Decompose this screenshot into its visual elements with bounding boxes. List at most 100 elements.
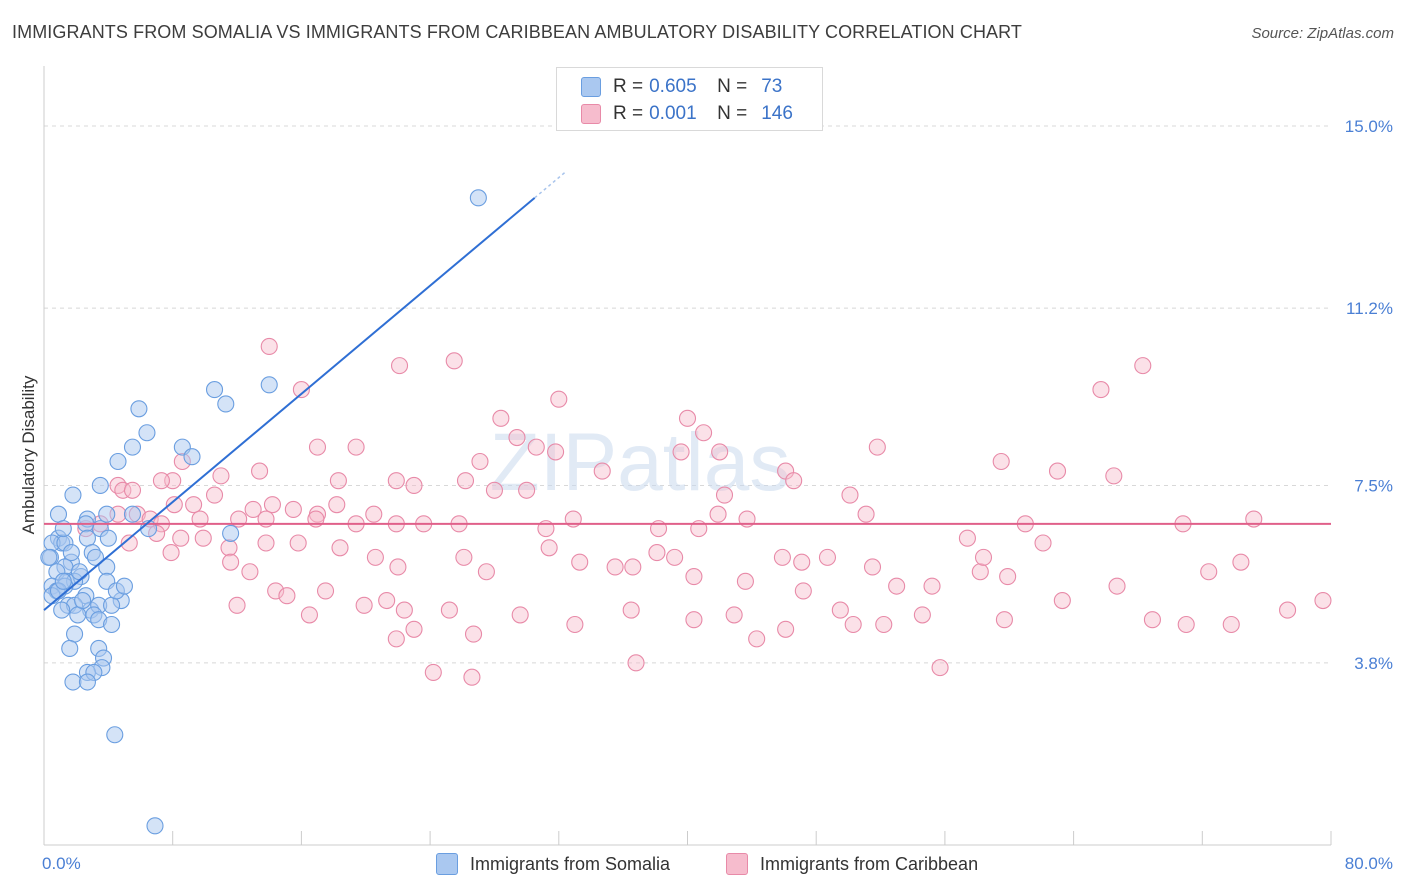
caribbean-point [748,630,766,648]
caribbean-point [831,601,849,619]
legend-r-value: 0.001 [649,103,697,124]
somalia-point [103,615,121,634]
somalia-point [183,448,201,466]
somalia-point [74,591,92,610]
caribbean-point [267,582,285,600]
caribbean-point [818,548,837,566]
somalia-point [98,505,116,523]
caribbean-point [289,534,307,552]
somalia-point [70,563,88,581]
caribbean-point [244,500,262,518]
caribbean-point [172,529,190,547]
caribbean-point [624,558,642,576]
caribbean-point [736,572,754,590]
caribbean-point [844,615,862,634]
caribbean-point [471,452,489,471]
caribbean-point [355,596,373,614]
caribbean-point [648,544,666,562]
somalia-legend-label: Immigrants from Somalia [470,853,671,874]
caribbean-point [278,587,296,605]
caribbean-point [841,486,859,504]
caribbean-point [773,548,791,566]
caribbean-point [1222,615,1240,634]
caribbean-point [511,606,529,624]
caribbean-point [347,438,365,456]
somalia-point [123,505,142,523]
somalia-point [222,524,240,542]
caribbean-point [316,582,335,600]
caribbean-point [331,539,349,557]
caribbean-point [725,606,743,624]
caribbean-point [440,601,458,619]
somalia-point [123,438,142,456]
caribbean-point [390,357,409,375]
caribbean-point [329,472,347,490]
caribbean-point [999,567,1017,586]
y-tick-label: 3.8% [1354,654,1393,673]
caribbean-point [463,668,481,686]
caribbean-point [257,534,275,552]
caribbean-point [995,611,1013,629]
caribbean-point [1177,615,1195,634]
caribbean-point [685,611,703,629]
caribbean-point [1108,577,1126,595]
x-tick-label: 0.0% [42,854,81,873]
somalia-point [205,381,224,399]
caribbean-point [1143,611,1161,629]
somalia-point [146,817,164,835]
caribbean-point [389,558,407,576]
caribbean-point [424,663,442,681]
somalia-point [40,548,58,566]
caribbean-point [1048,462,1067,480]
somalia-point [78,529,96,547]
caribbean-point [205,486,224,504]
caribbean-point [1314,591,1332,610]
caribbean-point [606,558,624,576]
caribbean-point [888,577,906,595]
legend-r-value: 0.605 [649,76,697,97]
somalia-point [64,673,82,691]
caribbean-point [405,620,423,638]
source-label: Source: ZipAtlas.com [1251,25,1394,42]
somalia-point [62,544,80,562]
somalia-point [260,376,278,394]
legend-n-value: 73 [761,76,783,97]
caribbean-point [593,462,611,480]
legend-n-value: 146 [761,103,793,124]
somalia-point [66,625,84,643]
legend-row-caribbean: R = 0.001 N = 146 [581,102,793,126]
caribbean-point [1279,601,1297,619]
somalia-point [106,726,124,744]
tick-labels: 3.8% 7.5% 11.2% 15.0% 0.0% 80.0% [42,117,1393,873]
caribbean-point [715,486,734,504]
caribbean-point [292,381,310,399]
somalia-point [130,400,148,418]
caribbean-point [263,496,281,514]
caribbean-point [1134,357,1152,375]
caribbean-point [711,443,729,461]
caribbean-point [300,606,318,624]
caribbean-point [971,563,989,581]
caribbean-point [162,544,180,562]
caribbean-point [518,481,536,499]
caribbean-legend-label: Immigrants from Caribbean [760,853,979,874]
y-axis-label: Ambulatory Disability [19,375,38,534]
caribbean-point [378,591,396,610]
caribbean-point [152,472,170,490]
caribbean-point [709,505,727,523]
caribbean-point [366,548,384,566]
correlation-legend: R = 0.605 N = 73 R = 0.001 N = 146 [556,67,823,131]
y-tick-label: 15.0% [1345,117,1393,136]
caribbean-point [1200,563,1218,581]
legend-n-label: N = [717,103,748,124]
somalia-point [53,601,71,619]
somalia-legend-swatch [436,853,458,875]
caribbean-point [1232,553,1250,571]
caribbean-point [857,505,875,523]
axes [43,66,1332,846]
somalia-swatch [581,77,601,97]
y-tick-label: 11.2% [1346,299,1393,318]
caribbean-point [365,505,383,523]
caribbean-point [308,438,327,456]
